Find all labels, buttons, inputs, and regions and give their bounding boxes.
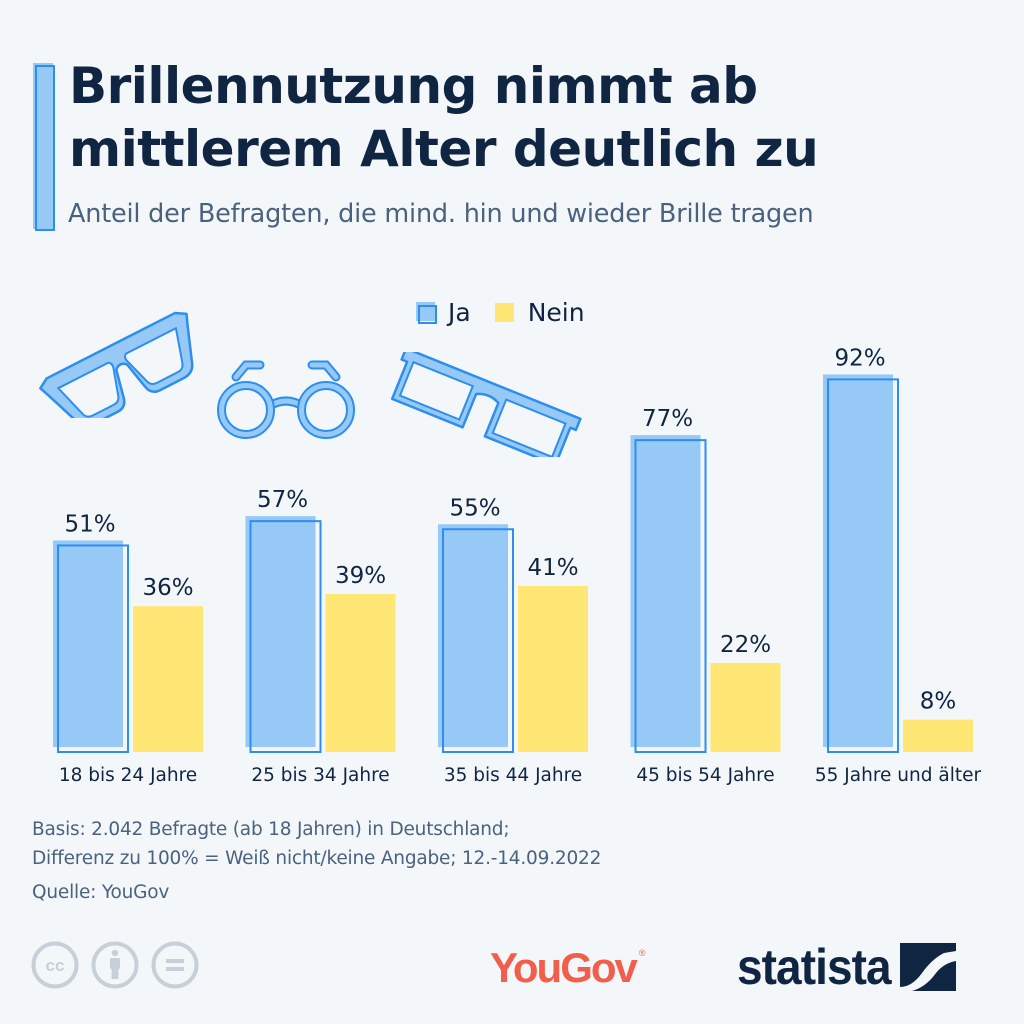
category-label: 55 Jahre und älter <box>815 765 982 786</box>
registered-mark: ® <box>638 948 646 958</box>
rectangular-glasses-icon <box>390 352 582 457</box>
value-label-nein: 41% <box>527 555 578 581</box>
bar-ja-outline <box>827 378 899 753</box>
legend-item-ja[interactable]: Ja <box>416 298 471 327</box>
no-derivatives-icon[interactable] <box>150 940 200 990</box>
note-line-difference: Differenz zu 100% = Weiß nicht/keine Ang… <box>32 848 602 869</box>
license-icons: cc <box>30 940 200 990</box>
legend-swatch-ja <box>416 301 438 324</box>
value-label-nein: 36% <box>142 575 193 601</box>
statista-mark-icon <box>900 943 957 991</box>
legend-label-ja: Ja <box>448 298 471 327</box>
bar-ja-fill <box>823 374 893 747</box>
bar-nein <box>325 594 396 752</box>
svg-text:cc: cc <box>46 956 65 975</box>
category-label: 35 bis 44 Jahre <box>444 765 582 786</box>
bar-ja-outline <box>442 528 514 753</box>
bar-nein <box>133 606 203 752</box>
value-label-nein: 8% <box>920 689 957 715</box>
legend-label-nein: Nein <box>527 298 585 327</box>
value-label-ja: 51% <box>64 511 115 537</box>
value-label-nein: 22% <box>720 632 771 658</box>
value-label-nein: 39% <box>335 563 386 589</box>
cc-icon[interactable]: cc <box>30 940 80 990</box>
statista-logo[interactable]: statista <box>737 938 957 996</box>
bar-nein <box>903 719 973 752</box>
bar-ja-fill <box>53 540 123 747</box>
bar-ja-fill <box>438 524 508 747</box>
legend-item-nein[interactable]: Nein <box>494 298 585 327</box>
yougov-logo-text: YouGov <box>490 944 638 991</box>
legend: Ja Nein <box>416 298 609 327</box>
value-label-ja: 77% <box>642 406 693 432</box>
accent-outline <box>35 65 55 231</box>
category-label: 18 bis 24 Jahre <box>59 765 197 786</box>
bar-ja-outline <box>57 544 129 754</box>
category-label: 45 bis 54 Jahre <box>636 765 774 786</box>
yougov-logo[interactable]: YouGov ® <box>490 944 646 992</box>
bar-ja-outline <box>634 439 707 753</box>
chart-subtitle: Anteil der Befragten, die mind. hin und … <box>68 199 814 229</box>
round-glasses-icon <box>217 360 355 439</box>
category-label: 25 bis 34 Jahre <box>251 765 389 786</box>
legend-swatch-nein <box>494 303 514 322</box>
value-label-ja: 55% <box>449 495 500 521</box>
note-line-basis: Basis: 2.042 Befragte (ab 18 Jahren) in … <box>32 819 510 840</box>
chart-title: Brillennutzung nimmt ab mittlerem Alter … <box>69 57 819 178</box>
wayfarer-glasses-icon <box>39 311 194 418</box>
statista-wordmark: statista <box>737 939 892 995</box>
source-line: Quelle: YouGov <box>32 882 170 903</box>
value-label-ja: 92% <box>834 345 885 371</box>
chart-notes: Basis: 2.042 Befragte (ab 18 Jahren) in … <box>32 815 601 907</box>
bar-ja-fill <box>630 435 701 747</box>
attribution-icon[interactable] <box>90 940 140 990</box>
title-accent-bar <box>33 63 55 231</box>
value-label-ja: 57% <box>257 487 308 513</box>
accent-fill <box>33 63 53 229</box>
bar-nein <box>518 585 588 752</box>
bar-ja-fill <box>245 516 316 747</box>
bar-ja-outline <box>249 520 322 754</box>
bar-nein <box>710 662 781 752</box>
